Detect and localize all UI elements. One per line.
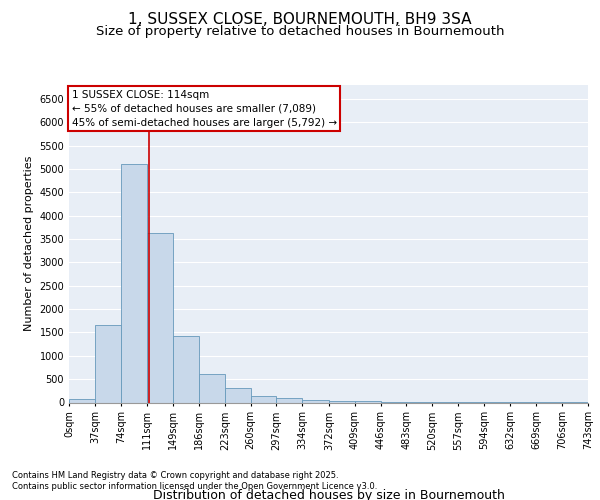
Bar — [329, 400, 355, 402]
Bar — [277, 398, 302, 402]
Text: Contains HM Land Registry data © Crown copyright and database right 2025.: Contains HM Land Registry data © Crown c… — [12, 471, 338, 480]
Text: Size of property relative to detached houses in Bournemouth: Size of property relative to detached ho… — [96, 25, 504, 38]
Y-axis label: Number of detached properties: Number of detached properties — [24, 156, 34, 332]
Bar — [225, 388, 251, 402]
Bar — [121, 164, 146, 402]
Bar — [302, 400, 329, 402]
Bar — [173, 336, 199, 402]
Text: 1 SUSSEX CLOSE: 114sqm
← 55% of detached houses are smaller (7,089)
45% of semi-: 1 SUSSEX CLOSE: 114sqm ← 55% of detached… — [71, 90, 337, 128]
X-axis label: Distribution of detached houses by size in Bournemouth: Distribution of detached houses by size … — [152, 488, 505, 500]
Bar — [251, 396, 277, 402]
Bar — [355, 401, 380, 402]
Bar — [95, 326, 121, 402]
Bar — [146, 233, 173, 402]
Bar — [69, 399, 95, 402]
Text: Contains public sector information licensed under the Open Government Licence v3: Contains public sector information licen… — [12, 482, 377, 491]
Text: 1, SUSSEX CLOSE, BOURNEMOUTH, BH9 3SA: 1, SUSSEX CLOSE, BOURNEMOUTH, BH9 3SA — [128, 12, 472, 28]
Bar — [199, 374, 225, 402]
